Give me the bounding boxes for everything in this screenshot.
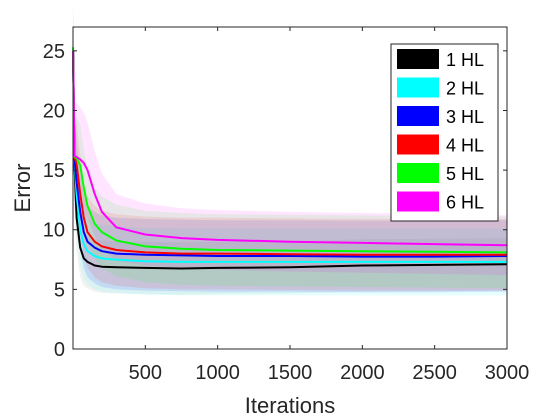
y-tick-label: 25 xyxy=(43,41,65,63)
y-tick-label: 15 xyxy=(43,160,65,182)
series-line-6-hl xyxy=(72,50,508,247)
x-axis-ticks: 500 1000 1500 2000 2500 3000 xyxy=(129,27,530,384)
series-line-2-hl xyxy=(72,50,507,263)
legend-swatch-6-hl xyxy=(397,191,439,212)
legend-label-1-hl: 1 HL xyxy=(446,50,484,70)
band-3-hl xyxy=(73,9,507,293)
x-tick-label: 2000 xyxy=(340,362,385,384)
series-line-4-hl xyxy=(72,50,507,256)
y-axis-title: Error xyxy=(10,164,35,213)
legend-label-2-hl: 2 HL xyxy=(446,79,484,99)
legend-label-3-hl: 3 HL xyxy=(446,107,484,127)
legend-label-6-hl: 6 HL xyxy=(446,193,484,213)
legend-swatch-1-hl xyxy=(397,49,439,69)
legend-swatch-4-hl xyxy=(397,134,439,155)
legend-label-5-hl: 5 HL xyxy=(446,164,484,184)
series-line-3-hl xyxy=(72,50,508,258)
legend-label-4-hl: 4 HL xyxy=(446,136,484,156)
y-tick-label: 10 xyxy=(43,220,65,242)
y-tick-label: 5 xyxy=(54,279,65,301)
x-tick-label: 500 xyxy=(129,362,162,384)
legend-swatch-2-hl xyxy=(397,77,439,98)
series-lines xyxy=(72,47,508,270)
x-axis-title: Iterations xyxy=(245,393,336,418)
y-axis-ticks: 0 5 10 15 20 25 xyxy=(43,41,507,361)
x-tick-label: 1500 xyxy=(268,362,313,384)
x-tick-label: 1000 xyxy=(195,362,240,384)
series-line-5-hl xyxy=(72,47,508,254)
band-6-hl xyxy=(73,0,507,276)
series-line-1-hl xyxy=(72,50,508,270)
y-tick-label: 20 xyxy=(43,100,65,122)
x-tick-label: 3000 xyxy=(485,362,530,384)
x-tick-label: 2500 xyxy=(412,362,457,384)
y-tick-label: 0 xyxy=(54,339,65,361)
legend-swatch-3-hl xyxy=(397,106,439,126)
legend: 1 HL 2 HL 3 HL 4 HL 5 HL 6 HL xyxy=(390,43,499,222)
legend-swatch-5-hl xyxy=(397,163,439,183)
